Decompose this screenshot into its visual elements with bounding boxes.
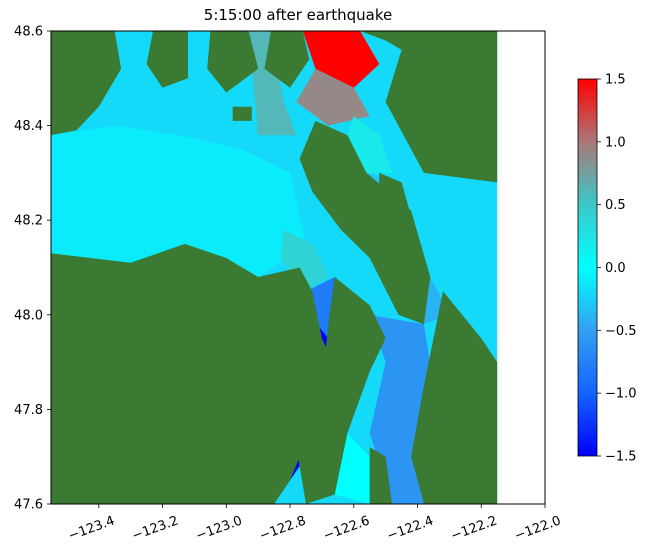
colorbar-gradient [577,78,598,457]
land-vancouver-island-nw [51,31,122,136]
x-tick-label: −122.8 [258,513,308,544]
plot-area [50,30,546,505]
x-axis: −123.4 −123.2 −123.0 −122.8 −122.6 −122.4 −122… [66,504,563,544]
land-kitsap-peninsula [296,277,386,504]
land-skagit-mainland [360,31,498,183]
y-tick-label: 47.6 [14,498,43,513]
land-eastern-mainland [411,291,498,504]
land-bainbridge-island [369,447,392,504]
colorbar-tick-label: 1.0 [605,135,626,150]
y-tick-label: 48.6 [14,25,43,40]
land-camano-island [379,172,418,244]
x-tick-label: −122.4 [385,513,435,544]
land-san-juan-center [207,31,259,93]
x-tick-label: −123.0 [194,513,244,544]
land-small-island-1 [232,106,252,121]
land-olympic-peninsula [51,243,338,504]
colorbar-tick-label: 0.5 [605,198,626,213]
water-rosario-strait [248,31,297,136]
colorbar-ticks: 1.5 1.0 0.5 0.0 −0.5 −1.0 −1.5 [597,73,637,465]
water-strait-of-juan-de-fuca [51,125,306,277]
axes-frame [50,30,546,505]
water-bellingham-bay [302,31,380,88]
colorbar: 1.5 1.0 0.5 0.0 −0.5 −1.0 −1.5 [577,73,637,465]
y-tick-label: 48.4 [14,119,43,134]
colorbar-tick-label: 1.5 [605,73,626,88]
land-san-juan-west [146,31,188,88]
water-skagit-bay [347,116,392,173]
water-main-basin [369,314,434,504]
colorbar-tick-label: −0.5 [605,324,637,339]
land-whidbey-island [299,120,431,325]
colorbar-tick-label: 0.0 [605,261,626,276]
x-tick-label: −123.2 [130,513,180,544]
x-tick-label: −123.4 [66,513,116,544]
y-tick-label: 48.0 [14,308,43,323]
x-tick-label: −122.0 [513,513,563,544]
x-tick-label: −122.6 [321,513,371,544]
y-tick-label: 48.2 [14,214,43,229]
water-southern-sound [334,433,370,504]
water-padilla-bay [296,68,370,126]
y-tick-label: 47.8 [14,403,43,418]
land-san-juan-east [264,31,310,88]
water-port-townsend [280,229,329,292]
map-layer [51,31,498,504]
colorbar-tick-label: −1.5 [605,450,637,465]
chart-title: 5:15:00 after earthquake [204,6,392,24]
x-tick-label: −122.2 [449,513,499,544]
y-axis: 47.6 47.8 48.0 48.2 48.4 48.6 [14,25,51,513]
colorbar-tick-label: −1.0 [605,387,637,402]
